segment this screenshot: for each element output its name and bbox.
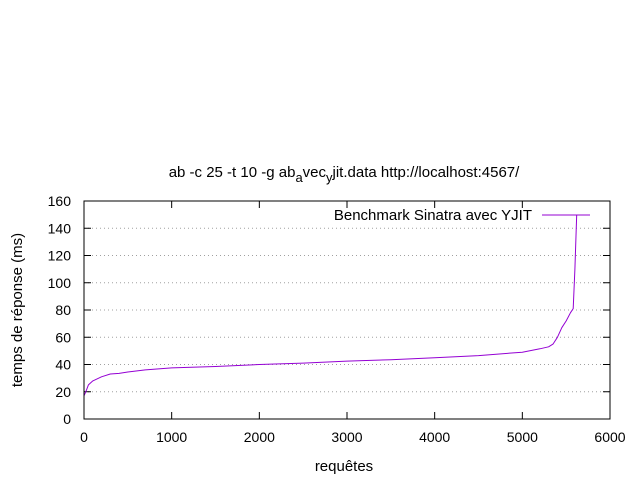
y-tick-label: 160	[48, 193, 72, 209]
y-tick-label: 40	[55, 357, 71, 373]
legend: Benchmark Sinatra avec YJIT	[334, 207, 590, 224]
legend-label: Benchmark Sinatra avec YJIT	[334, 207, 532, 224]
y-tick-label: 140	[48, 220, 72, 236]
grid-lines	[84, 227, 610, 393]
y-tick-label: 20	[55, 384, 71, 400]
x-ticks: 0 1000 2000 3000 4000 5000 6000	[80, 201, 626, 445]
y-ticks: 0 20 40 60 80 100 120 140 160	[48, 193, 610, 427]
x-tick-label: 1000	[156, 429, 187, 445]
chart-title: ab -c 25 -t 10 -g abavecyjit.data http:/…	[169, 164, 520, 185]
x-tick-label: 0	[80, 429, 88, 445]
x-tick-label: 2000	[244, 429, 275, 445]
x-axis-label: requêtes	[315, 458, 373, 475]
x-tick-label: 3000	[331, 429, 362, 445]
title-part-post: jit.data http://localhost:4567/	[332, 164, 521, 181]
y-tick-label: 0	[63, 411, 71, 427]
title-part-mid: vec	[303, 164, 327, 181]
plot-frame	[83, 200, 611, 420]
title-part-pre: ab -c 25 -t 10 -g ab	[169, 164, 296, 181]
x-tick-label: 5000	[507, 429, 538, 445]
y-tick-label: 100	[48, 275, 72, 291]
y-tick-label: 80	[55, 302, 71, 318]
series-line-0	[83, 214, 578, 397]
title-subscript-2: y	[326, 170, 333, 185]
y-tick-label: 120	[48, 248, 72, 264]
y-axis-label: temps de réponse (ms)	[9, 233, 26, 387]
series-lines	[83, 214, 578, 397]
x-tick-label: 6000	[594, 429, 625, 445]
x-tick-label: 4000	[419, 429, 450, 445]
y-tick-label: 60	[55, 329, 71, 345]
title-subscript-1: a	[295, 170, 303, 185]
